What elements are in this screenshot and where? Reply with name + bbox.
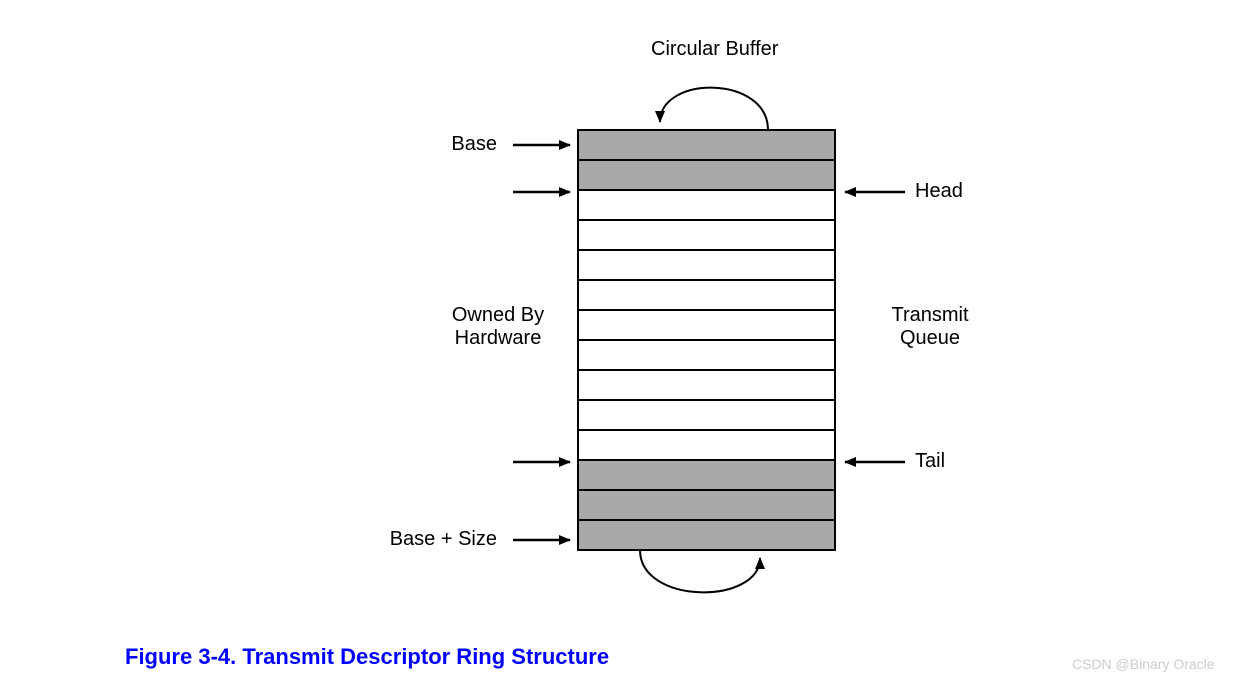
buffer-row: [578, 220, 835, 250]
watermark: CSDN @Binary Oracle: [1072, 656, 1215, 672]
label-base: Base: [451, 133, 497, 156]
label-head: Head: [915, 180, 963, 203]
buffer-row: [578, 430, 835, 460]
label-owned-by-l2: Hardware: [455, 327, 542, 349]
buffer-row: [578, 190, 835, 220]
buffer-row: [578, 340, 835, 370]
label-circular-buffer: Circular Buffer: [651, 38, 778, 61]
label-owned-by-hardware: Owned By Hardware: [428, 304, 568, 350]
label-owned-by-l1: Owned By: [452, 304, 544, 326]
buffer-row: [578, 490, 835, 520]
label-transmit-l1: Transmit: [891, 304, 968, 326]
ring-buffer-diagram: [0, 0, 1257, 688]
buffer-row: [578, 520, 835, 550]
buffer-row: [578, 400, 835, 430]
figure-caption: Figure 3-4. Transmit Descriptor Ring Str…: [125, 644, 609, 670]
buffer-row: [578, 280, 835, 310]
label-transmit-queue: Transmit Queue: [870, 304, 990, 350]
buffer-row: [578, 160, 835, 190]
label-transmit-l2: Queue: [900, 327, 960, 349]
buffer-row: [578, 250, 835, 280]
label-base-plus-size: Base + Size: [390, 528, 497, 551]
buffer-row: [578, 130, 835, 160]
buffer-row: [578, 460, 835, 490]
buffer-row: [578, 370, 835, 400]
label-tail: Tail: [915, 450, 945, 473]
buffer-row: [578, 310, 835, 340]
